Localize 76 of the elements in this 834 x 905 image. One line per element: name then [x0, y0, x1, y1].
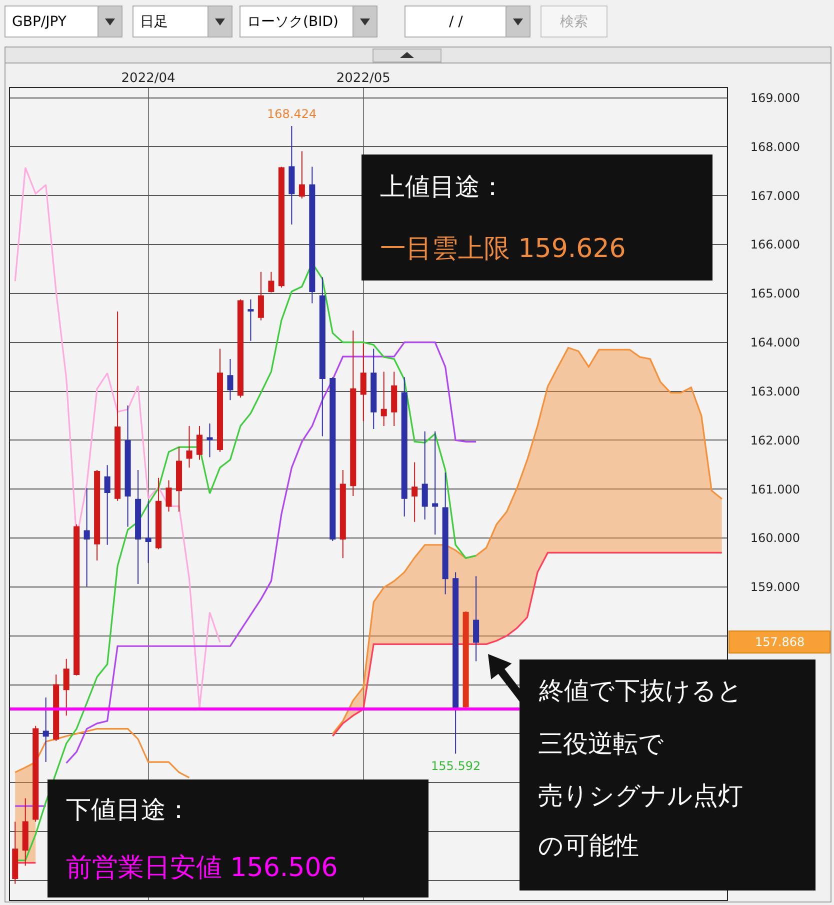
candlestick — [268, 271, 274, 293]
annotation: 三役逆転で — [538, 729, 664, 758]
candlestick — [422, 430, 428, 520]
y-tick-label: 169.000 — [750, 90, 800, 105]
annotation: 一目雲上限 159.626 — [380, 234, 626, 264]
annotation: 前営業日安値 156.506 — [66, 853, 338, 883]
candlestick — [288, 125, 295, 225]
candlestick — [135, 470, 142, 584]
candlestick — [452, 572, 459, 754]
text: 検索 — [560, 14, 588, 30]
candlestick — [462, 610, 469, 710]
candlestick — [380, 371, 387, 427]
candlestick — [104, 464, 110, 546]
candlestick — [12, 821, 18, 884]
candlestick — [42, 696, 49, 763]
y-tick-label: 167.000 — [750, 188, 800, 203]
y-tick-label: 165.000 — [750, 286, 800, 301]
text: 157.868 — [755, 635, 805, 649]
x-tick-label: 2022/04 — [121, 70, 176, 86]
candlestick — [206, 423, 213, 458]
candlestick — [114, 311, 121, 502]
y-tick-label: 163.000 — [750, 384, 800, 398]
candlestick — [63, 658, 70, 716]
candlestick — [248, 298, 254, 342]
candlestick — [124, 404, 131, 528]
candlestick — [340, 470, 346, 559]
candlestick — [412, 462, 418, 522]
candlestick — [258, 271, 264, 321]
candlestick — [350, 330, 356, 496]
annotation: 155.592 — [431, 759, 481, 773]
candlestick — [166, 480, 172, 512]
candlestick — [330, 376, 336, 542]
y-tick-label: 168.000 — [750, 140, 800, 154]
line-series — [14, 166, 221, 709]
annotation: 下値目途： — [66, 795, 191, 824]
candlestick — [145, 500, 152, 564]
candlestick — [156, 477, 162, 550]
candlestick — [216, 348, 223, 452]
candlestick — [319, 276, 326, 437]
text: ローソク(BID) — [247, 14, 338, 30]
candlestick — [74, 524, 80, 676]
candlestick — [227, 358, 234, 401]
candlestick — [298, 150, 305, 200]
y-tick-label: 159.000 — [750, 580, 800, 594]
candlestick — [278, 166, 284, 288]
text: 日足 — [140, 14, 168, 30]
candlestick — [473, 576, 480, 662]
y-tick-label: 160.000 — [750, 531, 800, 546]
x-tick-label: 2022/05 — [336, 70, 390, 86]
candlestick — [22, 798, 28, 866]
text: / / — [449, 14, 464, 30]
candlestick — [53, 674, 60, 742]
y-tick-label: 164.000 — [750, 336, 800, 350]
candlestick — [309, 166, 316, 304]
annotation: 終値で下抜けると — [538, 676, 743, 705]
annotation: の可能性 — [538, 831, 639, 860]
candlestick — [391, 371, 398, 427]
annotation: 168.424 — [267, 107, 317, 121]
candlestick — [196, 426, 202, 460]
annotation: 売りシグナル点灯 — [538, 781, 743, 810]
candlestick — [84, 488, 90, 587]
y-tick-label: 162.000 — [750, 433, 800, 448]
candlestick — [176, 446, 182, 512]
candlestick — [32, 725, 39, 822]
y-tick-label: 166.000 — [750, 238, 800, 252]
candlestick — [432, 430, 438, 536]
candlestick — [360, 342, 366, 422]
candlestick — [94, 470, 100, 562]
candlestick — [401, 376, 408, 517]
text: GBP/JPY — [12, 14, 67, 30]
annotation: 上値目途： — [380, 172, 505, 201]
y-tick-label: 161.000 — [750, 482, 800, 496]
candlestick — [237, 298, 244, 398]
candlestick — [442, 472, 448, 595]
candlestick — [370, 348, 377, 430]
candlestick — [186, 426, 192, 468]
